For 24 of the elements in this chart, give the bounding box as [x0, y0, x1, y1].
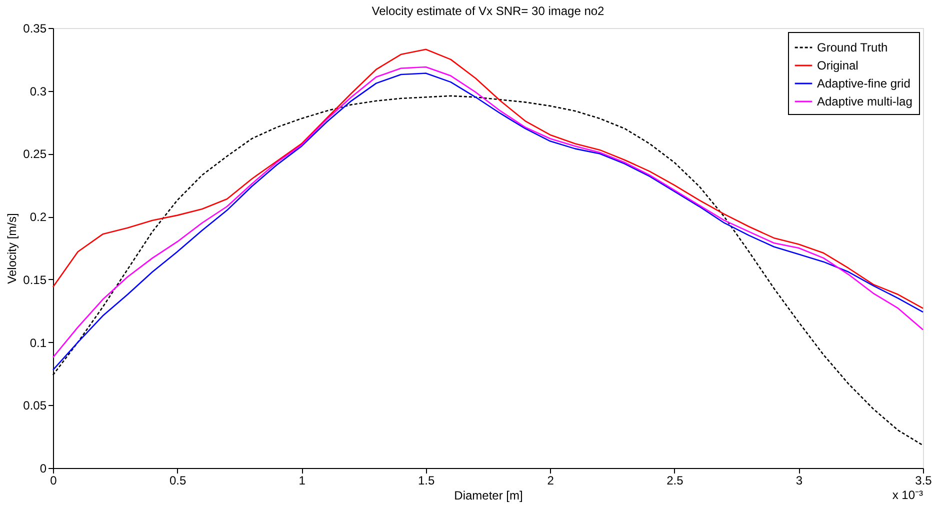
y-tick-label: 0.1	[30, 336, 47, 350]
y-tick-label: 0.35	[23, 22, 47, 36]
y-tick-label: 0.15	[23, 272, 47, 287]
x-tick-label: 1	[298, 474, 306, 488]
legend-label: Adaptive multi-lag	[817, 94, 912, 108]
x-axis-title: Diameter [m]	[454, 488, 523, 502]
legend-label: Original	[817, 58, 858, 72]
legend-label: Adaptive-fine grid	[817, 76, 910, 90]
y-tick-label: 0.05	[23, 398, 47, 413]
y-tick-label: 0.3	[30, 84, 47, 98]
x-tick-label: 0	[50, 474, 58, 488]
y-tick-label: 0.2	[30, 210, 47, 224]
x-tick-label: 1.5	[418, 474, 436, 488]
y-tick-label: 0	[40, 462, 47, 476]
legend-label: Ground Truth	[817, 40, 888, 54]
x-tick-label: 2.5	[666, 474, 684, 488]
y-axis-title: Velocity [m/s]	[5, 213, 20, 284]
y-tick-label: 0.25	[23, 147, 47, 162]
x-tick-label: 3.5	[915, 474, 932, 488]
x-tick-label: 3	[796, 474, 803, 488]
text: x 10⁻³	[892, 488, 923, 502]
x-tick-label: 0.5	[169, 474, 186, 488]
chart-title: Velocity estimate of Vx SNR= 30 image no2	[372, 4, 605, 18]
x-tick-label: 2	[547, 474, 554, 488]
